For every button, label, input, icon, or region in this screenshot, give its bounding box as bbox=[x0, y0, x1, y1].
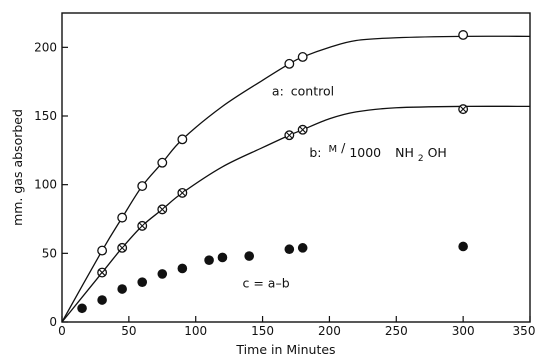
series-b-point bbox=[97, 267, 108, 278]
x-tick-label: 250 bbox=[385, 324, 408, 338]
series-a-point bbox=[297, 51, 308, 62]
series-c-point bbox=[204, 255, 214, 265]
x-tick-label: 0 bbox=[58, 324, 66, 338]
series-b-point bbox=[137, 220, 148, 231]
series-b-chem-main: NH bbox=[395, 145, 414, 160]
fitted-curves bbox=[61, 35, 531, 323]
plot-frame bbox=[61, 12, 531, 323]
series-a-curve bbox=[61, 35, 531, 323]
series-a-point bbox=[458, 30, 469, 40]
series-b-fraction-numerator: M bbox=[329, 144, 338, 155]
series-b-fraction-slash: / bbox=[341, 140, 346, 155]
series-a-point bbox=[157, 157, 168, 168]
series-c-point bbox=[458, 241, 468, 252]
series-a-point bbox=[97, 245, 108, 256]
series-c-point bbox=[117, 284, 127, 294]
x-tick-label: 300 bbox=[452, 324, 475, 338]
series-c-point bbox=[297, 243, 308, 253]
y-axis-label: mm. gas absorbed bbox=[10, 109, 25, 226]
series-b-chem-subscript: 2 bbox=[418, 154, 424, 164]
series-c-label: c = a–b bbox=[243, 276, 290, 291]
series-c-point bbox=[97, 295, 107, 305]
data-points bbox=[77, 30, 469, 314]
series-b-fraction-denominator: 1000 bbox=[349, 145, 381, 160]
x-tick-label: 100 bbox=[184, 324, 207, 338]
series-b-point bbox=[297, 124, 308, 135]
series-b-label-prefix: b: bbox=[309, 145, 321, 160]
series-a-label-text: control bbox=[291, 83, 334, 98]
series-a-point bbox=[284, 58, 295, 69]
series-a-label: a: control bbox=[272, 83, 334, 98]
series-c-point bbox=[77, 303, 87, 314]
series-a-point bbox=[177, 134, 188, 145]
series-c-point bbox=[157, 269, 168, 279]
series-c-point bbox=[177, 263, 188, 274]
x-tick-label: 200 bbox=[318, 324, 341, 338]
series-c-point bbox=[244, 251, 254, 261]
series-a-label-prefix: a: bbox=[272, 83, 284, 98]
series-b-curve bbox=[61, 105, 531, 323]
series-b-point bbox=[117, 242, 128, 253]
x-tick-label: 350 bbox=[513, 324, 536, 338]
series-b-point bbox=[284, 130, 295, 141]
x-tick-label: 150 bbox=[251, 324, 274, 338]
x-axis-label: Time in Minutes bbox=[235, 342, 335, 357]
series-b-point bbox=[157, 204, 168, 215]
series-b-point bbox=[177, 187, 188, 198]
y-tick-label: 0 bbox=[49, 315, 57, 329]
series-c-point bbox=[137, 277, 148, 287]
axis-ticks: 0 50 100 150 200 250 300 350 0 50 100 150 200 bbox=[34, 40, 535, 338]
y-tick-label: 200 bbox=[34, 40, 57, 54]
y-tick-label: 50 bbox=[42, 246, 57, 260]
series-a-point bbox=[137, 181, 148, 191]
series-b-label-text: b: M / 1000 NH 2 OH bbox=[309, 140, 446, 164]
series-b-chem-end: OH bbox=[428, 145, 447, 160]
series-c-point bbox=[284, 244, 295, 255]
x-tick-label: 50 bbox=[121, 324, 136, 338]
series-b-point bbox=[458, 104, 469, 115]
series-b-label: b: M / 1000 NH 2 OH bbox=[309, 140, 446, 164]
y-tick-label: 150 bbox=[34, 109, 57, 123]
series-c-point bbox=[217, 252, 228, 263]
series-a-point bbox=[117, 212, 128, 223]
y-tick-label: 100 bbox=[34, 178, 57, 192]
